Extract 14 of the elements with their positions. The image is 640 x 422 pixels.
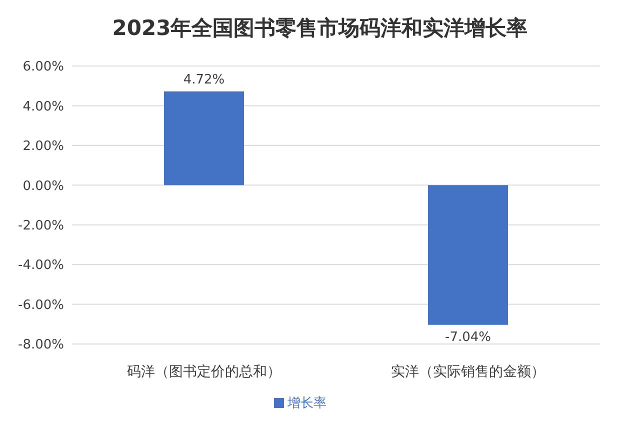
y-tick-label: 2.00% xyxy=(22,139,64,154)
y-tick-label: -4.00% xyxy=(18,258,64,274)
y-tick-label: 6.00% xyxy=(22,60,64,75)
y-tick-label: -8.00% xyxy=(18,338,64,353)
data-label: -7.04% xyxy=(445,330,491,345)
y-tick-label: 4.00% xyxy=(22,99,64,114)
x-tick-label: 实洋（实际销售的金额） xyxy=(391,364,545,380)
y-tick-label: -2.00% xyxy=(18,218,64,234)
data-label: 4.72% xyxy=(183,72,225,88)
chart-title: 2023年全国图书零售市场码洋和实洋增长率 xyxy=(111,15,529,42)
y-tick-label: 0.00% xyxy=(22,178,64,194)
x-tick-label: 码洋（图书定价的总和） xyxy=(127,364,281,380)
legend-label: 增长率 xyxy=(288,396,326,411)
y-tick-label: -6.00% xyxy=(18,298,64,313)
